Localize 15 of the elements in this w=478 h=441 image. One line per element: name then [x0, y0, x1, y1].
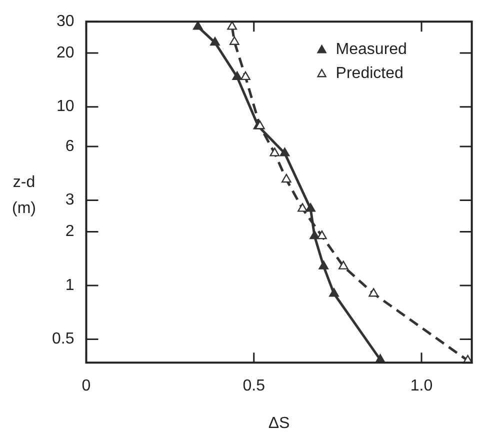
legend-label: Measured — [336, 41, 407, 58]
x-tick-label: 0 — [82, 378, 91, 395]
y-axis-title: z-d (m) — [11, 173, 37, 219]
legend-label: Predicted — [336, 65, 404, 82]
y-tick-label: 2 — [65, 223, 74, 240]
y-tick-label: 30 — [56, 13, 74, 30]
y-tick-label: 3 — [65, 192, 74, 209]
y-tick-label: 20 — [56, 44, 74, 62]
x-tick-label: 1.0 — [410, 378, 433, 395]
y-tick-label: 1 — [65, 276, 74, 294]
y-tick-label: 0.5 — [52, 330, 74, 348]
x-axis-title: ΔS — [268, 414, 290, 432]
y-tick-label: 6 — [65, 138, 74, 155]
y-tick-label: 10 — [56, 98, 74, 116]
x-tick-label: 0.5 — [242, 378, 266, 395]
